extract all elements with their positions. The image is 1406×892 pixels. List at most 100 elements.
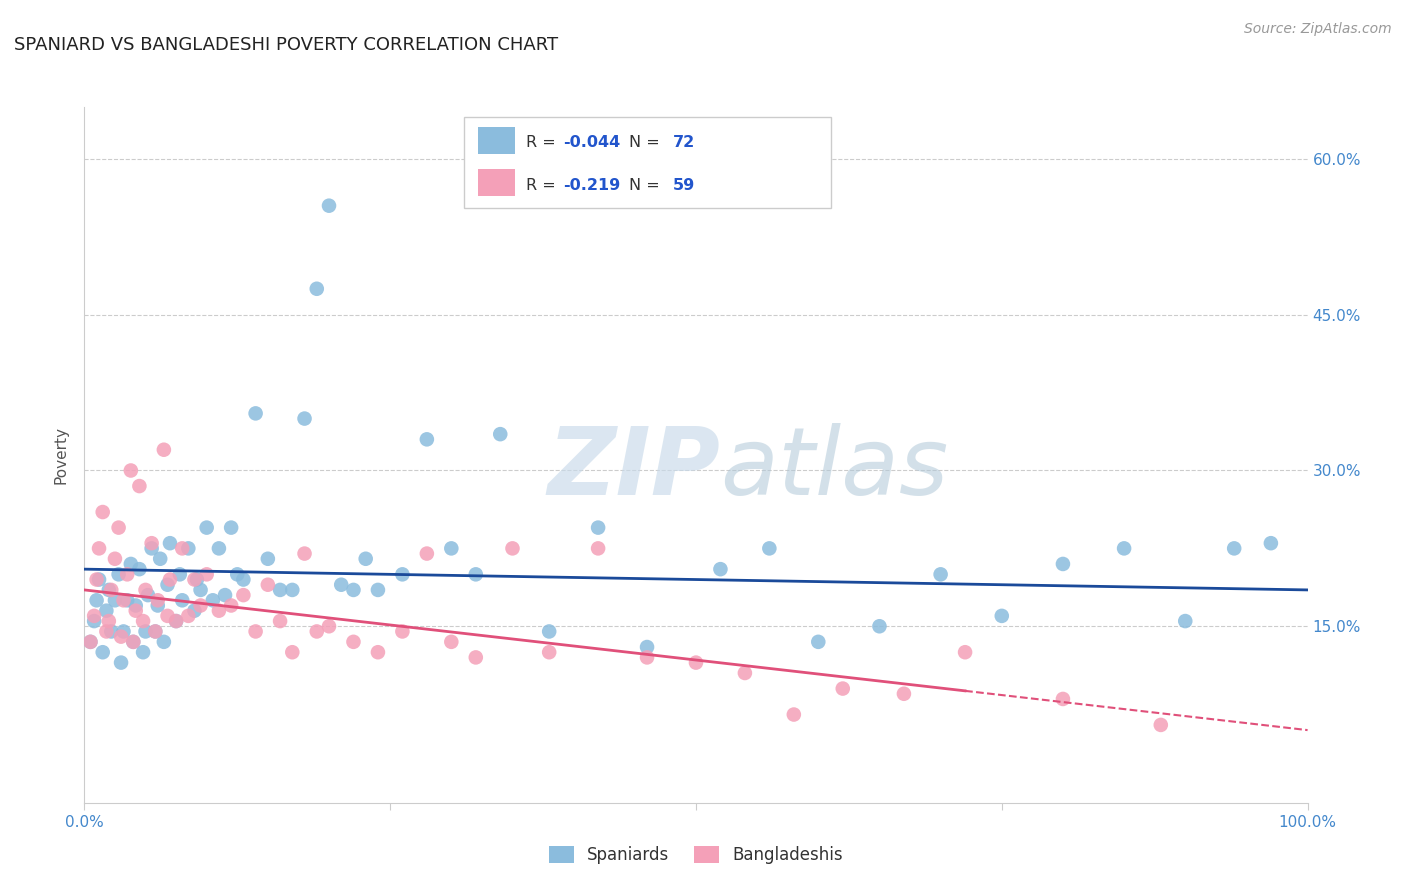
Point xyxy=(269,582,291,597)
Point xyxy=(112,593,135,607)
Point xyxy=(281,582,304,597)
Point xyxy=(183,573,205,587)
Point xyxy=(502,541,524,556)
Point xyxy=(115,567,138,582)
Point xyxy=(132,614,155,628)
Point xyxy=(159,573,181,587)
Point xyxy=(136,588,159,602)
Point xyxy=(165,614,187,628)
Point xyxy=(991,608,1014,623)
Point xyxy=(734,665,756,680)
Point xyxy=(440,635,463,649)
Text: -0.219: -0.219 xyxy=(562,178,620,193)
Point xyxy=(219,599,242,613)
Point xyxy=(143,624,166,639)
Point xyxy=(367,582,389,597)
Point xyxy=(953,645,976,659)
Point xyxy=(586,520,609,534)
Point xyxy=(91,505,114,519)
Point xyxy=(172,541,194,556)
Point xyxy=(538,624,561,639)
Point xyxy=(190,582,212,597)
Point xyxy=(107,567,129,582)
Point xyxy=(893,687,915,701)
Text: SPANIARD VS BANGLADESHI POVERTY CORRELATION CHART: SPANIARD VS BANGLADESHI POVERTY CORRELAT… xyxy=(14,36,558,54)
Point xyxy=(929,567,952,582)
Point xyxy=(269,614,291,628)
Point xyxy=(153,635,176,649)
Point xyxy=(709,562,731,576)
Point xyxy=(201,593,224,607)
Point xyxy=(281,645,304,659)
Point xyxy=(135,582,157,597)
Point xyxy=(110,656,132,670)
Point xyxy=(685,656,707,670)
Text: N =: N = xyxy=(628,136,665,151)
Text: 72: 72 xyxy=(672,136,695,151)
Point xyxy=(195,567,218,582)
Point xyxy=(1052,557,1074,571)
Point xyxy=(1260,536,1282,550)
Text: Source: ZipAtlas.com: Source: ZipAtlas.com xyxy=(1244,22,1392,37)
Point xyxy=(636,650,658,665)
Y-axis label: Poverty: Poverty xyxy=(53,425,69,484)
Point xyxy=(104,551,127,566)
Point xyxy=(464,567,486,582)
Point xyxy=(195,520,218,534)
Point xyxy=(294,547,316,561)
Point xyxy=(783,707,806,722)
Text: 59: 59 xyxy=(672,178,695,193)
Point xyxy=(146,599,169,613)
Point xyxy=(96,604,118,618)
Point xyxy=(245,406,267,420)
Point xyxy=(214,588,236,602)
Point xyxy=(172,593,194,607)
Point xyxy=(232,573,254,587)
Point xyxy=(120,557,142,571)
Text: N =: N = xyxy=(628,178,665,193)
Point xyxy=(183,604,205,618)
Point xyxy=(190,599,212,613)
Text: R =: R = xyxy=(526,178,561,193)
Text: atlas: atlas xyxy=(720,424,949,515)
Point xyxy=(294,411,316,425)
Point xyxy=(86,593,108,607)
Point xyxy=(416,433,439,447)
Point xyxy=(104,593,127,607)
Point xyxy=(186,573,208,587)
Point xyxy=(1174,614,1197,628)
Point xyxy=(177,541,200,556)
Point xyxy=(125,604,148,618)
Point xyxy=(489,427,512,442)
Point xyxy=(305,282,328,296)
Point xyxy=(758,541,780,556)
Point xyxy=(318,619,340,633)
Point xyxy=(257,551,280,566)
Point xyxy=(83,614,105,628)
Point xyxy=(156,608,179,623)
Point xyxy=(391,567,413,582)
Point xyxy=(153,442,176,457)
Point xyxy=(232,588,254,602)
Text: R =: R = xyxy=(526,136,561,151)
Point xyxy=(86,573,108,587)
Point xyxy=(330,578,353,592)
Point xyxy=(1223,541,1246,556)
Point xyxy=(128,562,150,576)
Point xyxy=(391,624,413,639)
Point xyxy=(440,541,463,556)
Point xyxy=(125,599,148,613)
Point xyxy=(149,551,172,566)
Point xyxy=(219,520,242,534)
Point xyxy=(100,582,122,597)
Point xyxy=(831,681,853,696)
Point xyxy=(354,551,377,566)
Point xyxy=(120,463,142,477)
Point xyxy=(87,541,110,556)
Point xyxy=(318,199,340,213)
Point xyxy=(869,619,891,633)
Point xyxy=(96,624,118,639)
Point xyxy=(464,650,486,665)
Point xyxy=(83,608,105,623)
Point xyxy=(132,645,155,659)
